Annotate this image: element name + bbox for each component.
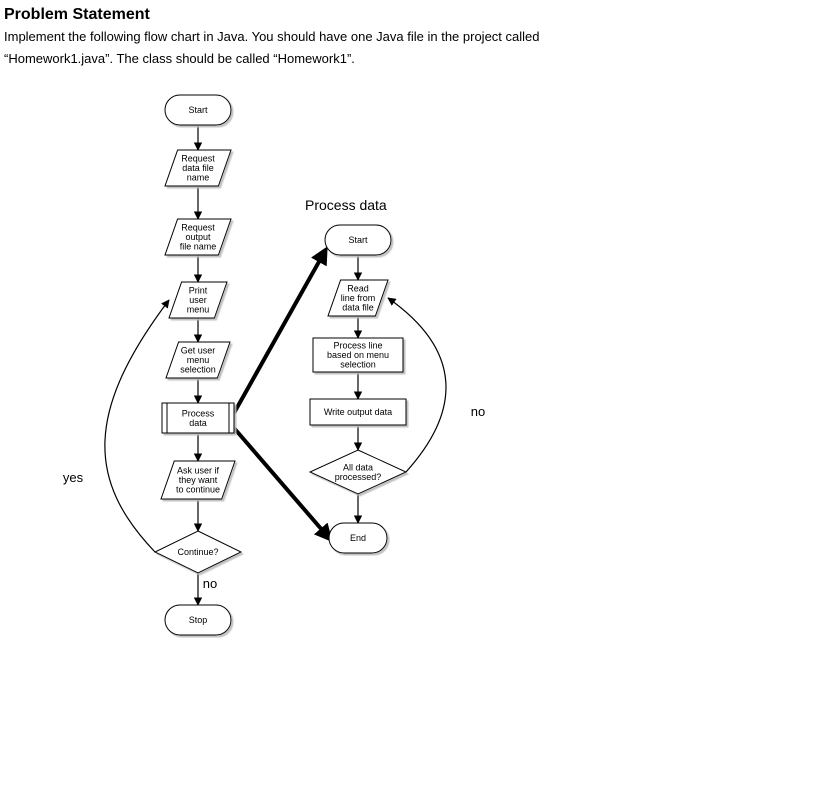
svg-text:name: name: [187, 173, 210, 183]
svg-text:Read: Read: [347, 284, 369, 294]
svg-text:menu: menu: [187, 355, 210, 365]
svg-text:Process line: Process line: [333, 341, 382, 351]
svg-text:file name: file name: [180, 242, 217, 252]
svg-text:Ask user if: Ask user if: [177, 466, 220, 476]
svg-text:Start: Start: [188, 105, 208, 115]
svg-text:End: End: [350, 533, 366, 543]
svg-text:line from: line from: [341, 293, 376, 303]
flowchart-canvas: StartRequestdata filenameRequestoutputfi…: [0, 0, 819, 809]
svg-text:Stop: Stop: [189, 615, 208, 625]
svg-text:yes: yes: [63, 470, 84, 485]
svg-text:no: no: [203, 576, 217, 591]
svg-text:Write output data: Write output data: [324, 407, 392, 417]
svg-text:Print: Print: [189, 286, 208, 296]
svg-text:Process data: Process data: [305, 197, 387, 213]
svg-text:based on menu: based on menu: [327, 350, 389, 360]
svg-text:to continue: to continue: [176, 485, 220, 495]
svg-text:Request: Request: [181, 154, 215, 164]
svg-text:selection: selection: [340, 360, 376, 370]
svg-text:no: no: [471, 404, 485, 419]
svg-text:selection: selection: [180, 365, 216, 375]
nodes-layer: StartRequestdata filenameRequestoutputfi…: [155, 95, 406, 635]
svg-text:Start: Start: [348, 235, 368, 245]
svg-text:data: data: [189, 418, 207, 428]
svg-text:output: output: [185, 232, 211, 242]
labels-layer: Process data no yes no: [63, 197, 485, 591]
svg-text:Get user: Get user: [181, 346, 216, 356]
svg-text:data file: data file: [182, 163, 214, 173]
svg-text:data file: data file: [342, 303, 374, 313]
page-root: Problem Statement Implement the followin…: [0, 0, 819, 809]
svg-text:user: user: [189, 295, 207, 305]
svg-text:processed?: processed?: [335, 472, 382, 482]
svg-text:Request: Request: [181, 223, 215, 233]
svg-text:menu: menu: [187, 305, 210, 315]
svg-text:Continue?: Continue?: [177, 547, 218, 557]
svg-text:they want: they want: [179, 475, 218, 485]
svg-text:Process: Process: [182, 408, 215, 418]
svg-text:All data: All data: [343, 462, 373, 472]
